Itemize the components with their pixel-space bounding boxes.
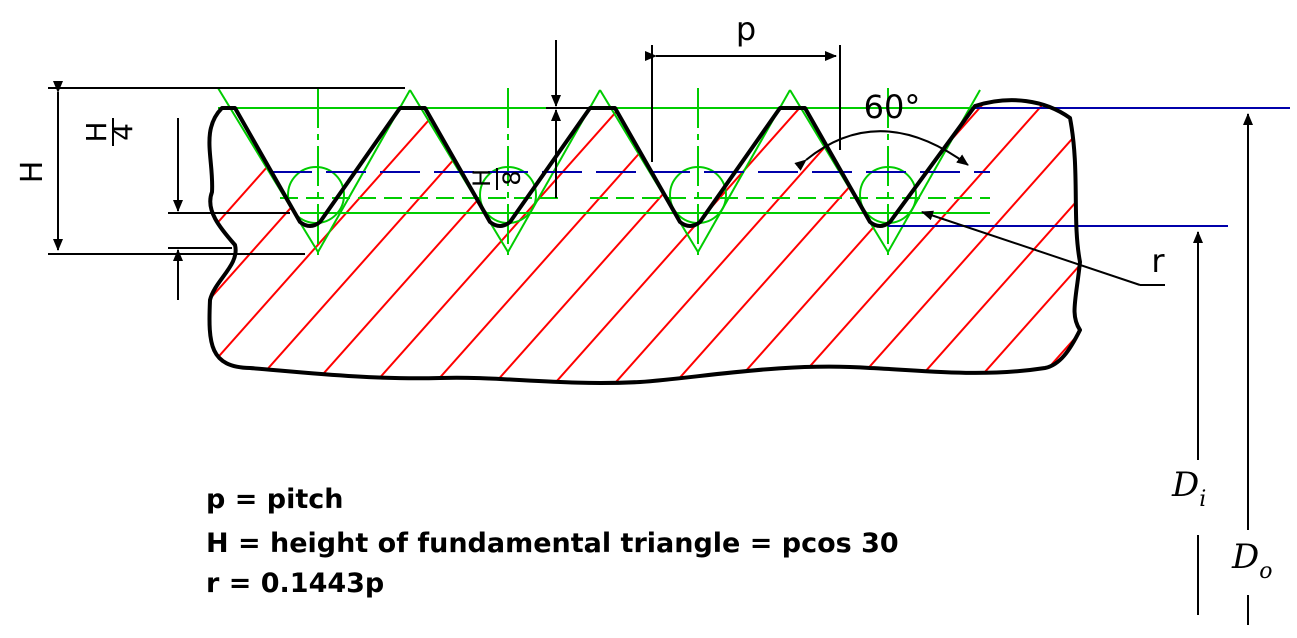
radius-leader: [921, 210, 1165, 286]
dimension-h-eighth: [546, 40, 600, 198]
diameter-lines: [272, 107, 1290, 227]
angle-60-arc: [794, 130, 969, 171]
outer-diameter-label: Do: [1231, 537, 1273, 584]
note-pitch: p = pitch: [206, 484, 343, 515]
h-eighth-fraction: H 8: [468, 168, 526, 190]
note-radius: r = 0.1443p: [206, 568, 384, 599]
h-quarter-bottom: 4: [106, 123, 139, 141]
section-hatching: [209, 100, 1080, 383]
angle-label: 60°: [864, 88, 921, 126]
thread-outline: [207, 98, 1082, 385]
radius-label: r: [1151, 242, 1165, 280]
h-eighth-top: H: [468, 169, 496, 187]
h-quarter-fraction: H 4: [80, 118, 139, 146]
pitch-label: p: [736, 10, 756, 48]
inner-diameter-label: Di: [1171, 465, 1206, 512]
h-eighth-bottom: 8: [498, 170, 526, 185]
note-height: H = height of fundamental triangle = pco…: [206, 528, 899, 559]
dimension-pitch: [645, 45, 841, 162]
dimension-h-quarter: [168, 118, 290, 300]
h-quarter-top: H: [80, 121, 113, 142]
legend-notes: p = pitch H = height of fundamental tria…: [206, 484, 899, 599]
height-h-label: H: [15, 161, 50, 184]
